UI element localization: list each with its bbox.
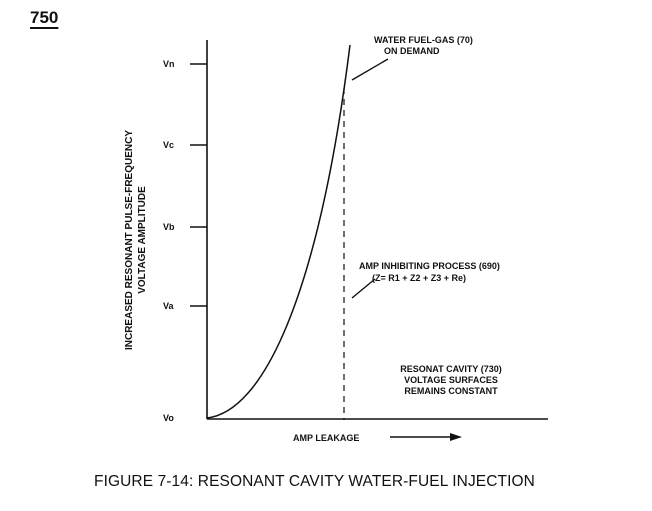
leader-water-fuel-gas [351,58,389,81]
note-water-fuel-gas-line2: ON DEMAND [384,46,440,56]
note-resonant-cavity-line3: REMAINS CONSTANT [404,386,498,396]
y-axis-title-line2: VOLTAGE AMPLITUDE [137,186,148,294]
note-resonant-cavity-line2: VOLTAGE SURFACES [404,375,498,385]
note-resonant-cavity-line1: RESONAT CAVITY (730) [400,364,502,374]
figure-caption: FIGURE 7-14: RESONANT CAVITY WATER-FUEL … [94,473,535,490]
y-axis-title-line1: INCREASED RESONANT PULSE-FREQUENCY [124,130,135,350]
tick-label-vb: Vb [163,222,175,232]
x-axis-title: AMP LEAKAGE [293,433,359,443]
note-amp-inhibiting-line1: AMP INHIBITING PROCESS (690) [359,261,500,271]
resonant-curve [206,44,351,419]
tick-label-va: Va [163,301,175,311]
tick-label-vc: Vc [163,140,174,150]
page-number: 750 [30,8,59,27]
note-amp-inhibiting-line2: (Z= R1 + Z2 + Z3 + Re) [372,273,466,283]
tick-label-vn: Vn [163,59,175,69]
note-water-fuel-gas-line1: WATER FUEL-GAS (70) [374,35,473,45]
leader-amp-inhibiting [351,278,376,299]
tick-label-vo: Vo [163,413,174,423]
right-arrow-icon [390,433,462,441]
